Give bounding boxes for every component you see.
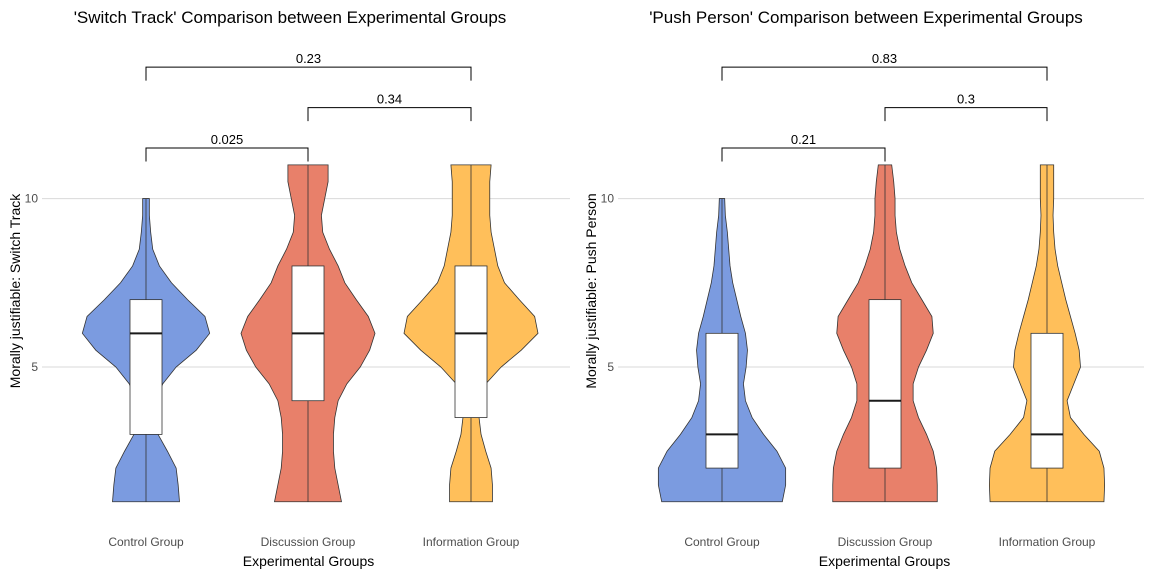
p-value-label: 0.3: [957, 92, 975, 107]
y-tick-label: 5: [607, 360, 614, 374]
x-tick-label: Information Group: [999, 535, 1096, 549]
x-tick-label: Information Group: [423, 535, 520, 549]
p-value-label: 0.21: [791, 132, 816, 147]
box: [868, 299, 902, 469]
x-tick-label: Control Group: [684, 535, 760, 549]
significance-bracket: [145, 66, 472, 81]
x-tick-label: Control Group: [108, 535, 184, 549]
chart-title: 'Push Person' Comparison between Experim…: [649, 8, 1083, 27]
significance-bracket: [307, 107, 472, 122]
significance-bracket: [884, 107, 1048, 122]
box: [1030, 332, 1064, 469]
x-axis-title: Experimental Groups: [819, 553, 951, 569]
x-tick-label: Discussion Group: [838, 535, 933, 549]
chart-panel-2: 'Push Person' Comparison between Experim…: [583, 8, 1144, 569]
p-value-label: 0.23: [296, 51, 321, 66]
significance-bracket: [721, 147, 886, 162]
box: [454, 265, 488, 418]
x-tick-label: Discussion Group: [261, 535, 356, 549]
x-axis-title: Experimental Groups: [243, 553, 375, 569]
y-axis-title: Morally justifiable: Switch Track: [7, 193, 23, 389]
box: [129, 299, 163, 435]
p-value-label: 0.34: [377, 92, 402, 107]
significance-bracket: [721, 66, 1048, 81]
y-tick-label: 10: [601, 192, 615, 206]
p-value-label: 0.025: [211, 132, 244, 147]
y-tick-label: 10: [25, 192, 39, 206]
box: [705, 332, 739, 469]
p-value-label: 0.83: [872, 51, 897, 66]
significance-bracket: [145, 147, 309, 162]
y-axis-title: Morally justifiable: Push Person: [583, 193, 599, 388]
chart-panel-1: 'Switch Track' Comparison between Experi…: [7, 8, 570, 569]
chart-title: 'Switch Track' Comparison between Experi…: [74, 8, 507, 27]
y-tick-label: 5: [31, 360, 38, 374]
